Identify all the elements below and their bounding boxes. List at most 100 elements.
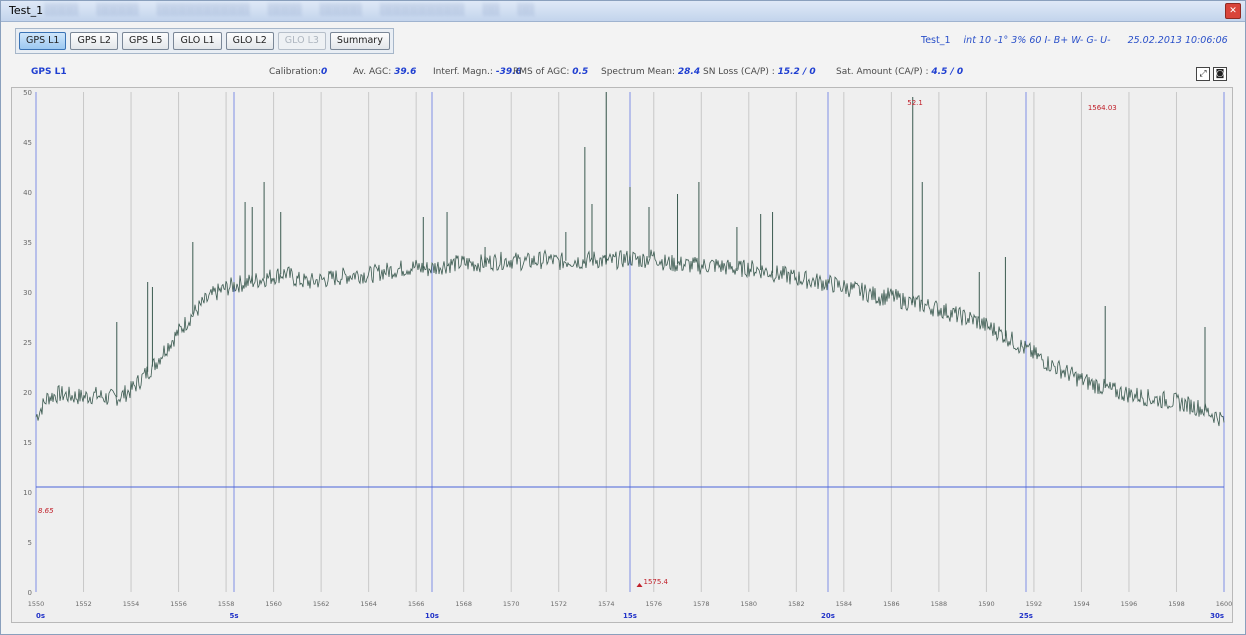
frequency-tick-label: 1564 bbox=[360, 600, 377, 608]
y-tick-label: 20 bbox=[23, 389, 32, 397]
fit-icon[interactable]: ◙ bbox=[1213, 67, 1227, 81]
spike-lines bbox=[116, 92, 1206, 411]
y-tick-label: 25 bbox=[23, 339, 32, 347]
spectrum-label: Spectrum Mean: bbox=[601, 67, 676, 77]
y-tick-label: 10 bbox=[23, 489, 32, 497]
calibration-value: 0 bbox=[321, 67, 328, 77]
frequency-tick-label: 1592 bbox=[1026, 600, 1043, 608]
tab-gps-l5[interactable]: GPS L5 bbox=[121, 32, 170, 50]
time-label: 5s bbox=[229, 612, 238, 620]
marker-labels: 1575.4 52.1 1564.03 bbox=[636, 99, 1117, 587]
frequency-tick-label: 1562 bbox=[313, 600, 330, 608]
marker-label: 52.1 bbox=[907, 99, 923, 107]
frequency-tick-label: 1594 bbox=[1073, 600, 1090, 608]
y-tick-label: 30 bbox=[23, 289, 32, 297]
tab-summary[interactable]: Summary bbox=[329, 32, 390, 50]
tab-glo-l1[interactable]: GLO L1 bbox=[173, 32, 222, 50]
frequency-tick-label: 1556 bbox=[170, 600, 187, 608]
time-labels: 0s 5s 10s 15s 20s 25s 30s bbox=[36, 612, 1224, 620]
measurement-name: Test_1 bbox=[921, 35, 951, 46]
sat-value: 4.5 / 0 bbox=[931, 67, 964, 77]
spectrum-stat: Spectrum Mean: 28.4 bbox=[601, 67, 700, 77]
frequency-tick-label: 1572 bbox=[550, 600, 567, 608]
blurred-menu: ░░░░ ░░░░░ ░░░░░░░░░░░ ░░░░ ░░░░░ ░░░░░░░░░░ ░… bbox=[45, 3, 535, 16]
measurement-datetime: 25.02.2013 10:06:06 bbox=[1127, 35, 1228, 46]
frequency-tick-label: 1596 bbox=[1121, 600, 1138, 608]
expand-icon[interactable]: ⤢ bbox=[1196, 67, 1210, 81]
tab-glo-l3: GLO L3 bbox=[277, 32, 326, 50]
frequency-tick-labels: 1550 1552 1554 1556 1558 1560 1562 1564 1566 1568… bbox=[28, 600, 1233, 608]
interf-label: Interf. Magn.: bbox=[433, 67, 493, 77]
snloss-stat: SN Loss (CA/P) : 15.2 / 0 bbox=[703, 67, 816, 77]
time-label: 10s bbox=[425, 612, 439, 620]
close-icon[interactable]: ✕ bbox=[1225, 3, 1241, 19]
y-tick-labels: 0 5 10 15 20 25 30 35 40 45 50 bbox=[23, 89, 32, 597]
tab-glo-l2[interactable]: GLO L2 bbox=[225, 32, 274, 50]
frequency-tick-label: 1590 bbox=[978, 600, 995, 608]
calibration-stat: Calibration:0 bbox=[269, 67, 327, 77]
time-label: 0s bbox=[36, 612, 45, 620]
interf-value: -39.6 bbox=[495, 67, 522, 77]
frequency-tick-label: 1560 bbox=[265, 600, 282, 608]
time-markers bbox=[35, 92, 1225, 592]
y-tick-label: 0 bbox=[28, 589, 32, 597]
frequency-tick-label: 1580 bbox=[741, 600, 758, 608]
band-tabs: GPS L1 GPS L2 GPS L5 GLO L1 GLO L2 GLO L… bbox=[15, 28, 394, 54]
tab-gps-l1[interactable]: GPS L1 bbox=[19, 32, 67, 50]
y-tick-label: 50 bbox=[23, 89, 32, 97]
time-label: 20s bbox=[821, 612, 835, 620]
frequency-tick-label: 1550 bbox=[28, 600, 45, 608]
calibration-label: Calibration: bbox=[269, 67, 322, 77]
marker-triangle bbox=[636, 583, 643, 587]
spectrum-chart: 0 5 10 15 20 25 30 35 40 45 50 8.65 1575.4 52.1 1564… bbox=[23, 89, 1233, 620]
channel-label: GPS L1 bbox=[31, 67, 67, 77]
frequency-tick-label: 1566 bbox=[408, 600, 425, 608]
interf-stat: Interf. Magn.: -39.6 bbox=[433, 67, 522, 77]
spectrum-value: 28.4 bbox=[677, 67, 701, 77]
snloss-label: SN Loss (CA/P) : bbox=[703, 67, 775, 77]
rms-stat: RMS of AGC: 0.5 bbox=[513, 67, 588, 77]
frequency-tick-label: 1554 bbox=[123, 600, 140, 608]
frequency-tick-label: 1558 bbox=[218, 600, 235, 608]
rms-label: RMS of AGC: bbox=[513, 67, 570, 77]
measurement-info: Test_1 int 10 -1° 3% 60 I- B+ W- G- U- 2… bbox=[921, 35, 1228, 46]
agc-value: 39.6 bbox=[394, 67, 417, 77]
snloss-value: 15.2 / 0 bbox=[777, 67, 816, 77]
y-tick-label: 5 bbox=[28, 539, 32, 547]
y-tick-label: 35 bbox=[23, 239, 32, 247]
frequency-tick-label: 1600 bbox=[1216, 600, 1233, 608]
frequency-tick-label: 1576 bbox=[645, 600, 662, 608]
frequency-tick-label: 1586 bbox=[883, 600, 900, 608]
stats-bar: GPS L1 Calibration:0 Av. AGC: 39.6 Inter… bbox=[31, 67, 1211, 81]
frequency-tick-label: 1588 bbox=[931, 600, 948, 608]
y-tick-label: 40 bbox=[23, 189, 32, 197]
title-bar: Test_1 ░░░░ ░░░░░ ░░░░░░░░░░░ ░░░░ ░░░░░ ░░░░… bbox=[1, 1, 1245, 22]
frequency-tick-label: 1570 bbox=[503, 600, 520, 608]
frequency-tick-label: 1552 bbox=[75, 600, 92, 608]
time-label: 30s bbox=[1210, 612, 1224, 620]
marker-label: 1564.03 bbox=[1088, 104, 1117, 112]
threshold-label: 8.65 bbox=[38, 507, 54, 515]
frequency-tick-label: 1598 bbox=[1168, 600, 1185, 608]
frequency-tick-label: 1568 bbox=[455, 600, 472, 608]
plot-toolbar: ⤢ ◙ bbox=[1196, 67, 1227, 81]
tab-gps-l2[interactable]: GPS L2 bbox=[70, 32, 118, 50]
agc-label: Av. AGC: bbox=[353, 67, 392, 77]
spectrum-plot: 0 5 10 15 20 25 30 35 40 45 50 8.65 1575.4 52.1 1564… bbox=[11, 87, 1233, 623]
window-title: Test_1 bbox=[9, 4, 44, 17]
y-tick-label: 15 bbox=[23, 439, 32, 447]
measurement-params: int 10 -1° 3% 60 I- B+ W- G- U- bbox=[963, 35, 1111, 46]
sat-label: Sat. Amount (CA/P) : bbox=[836, 67, 929, 77]
frequency-tick-label: 1578 bbox=[693, 600, 710, 608]
spectrum-trace bbox=[35, 249, 1225, 427]
frequency-tick-label: 1582 bbox=[788, 600, 805, 608]
marker-label: 1575.4 bbox=[644, 578, 669, 586]
frequency-tick-label: 1584 bbox=[836, 600, 853, 608]
y-tick-label: 45 bbox=[23, 139, 32, 147]
sat-stat: Sat. Amount (CA/P) : 4.5 / 0 bbox=[836, 67, 963, 77]
time-label: 25s bbox=[1019, 612, 1033, 620]
frequency-tick-label: 1574 bbox=[598, 600, 615, 608]
rms-value: 0.5 bbox=[572, 67, 589, 77]
agc-stat: Av. AGC: 39.6 bbox=[353, 67, 416, 77]
